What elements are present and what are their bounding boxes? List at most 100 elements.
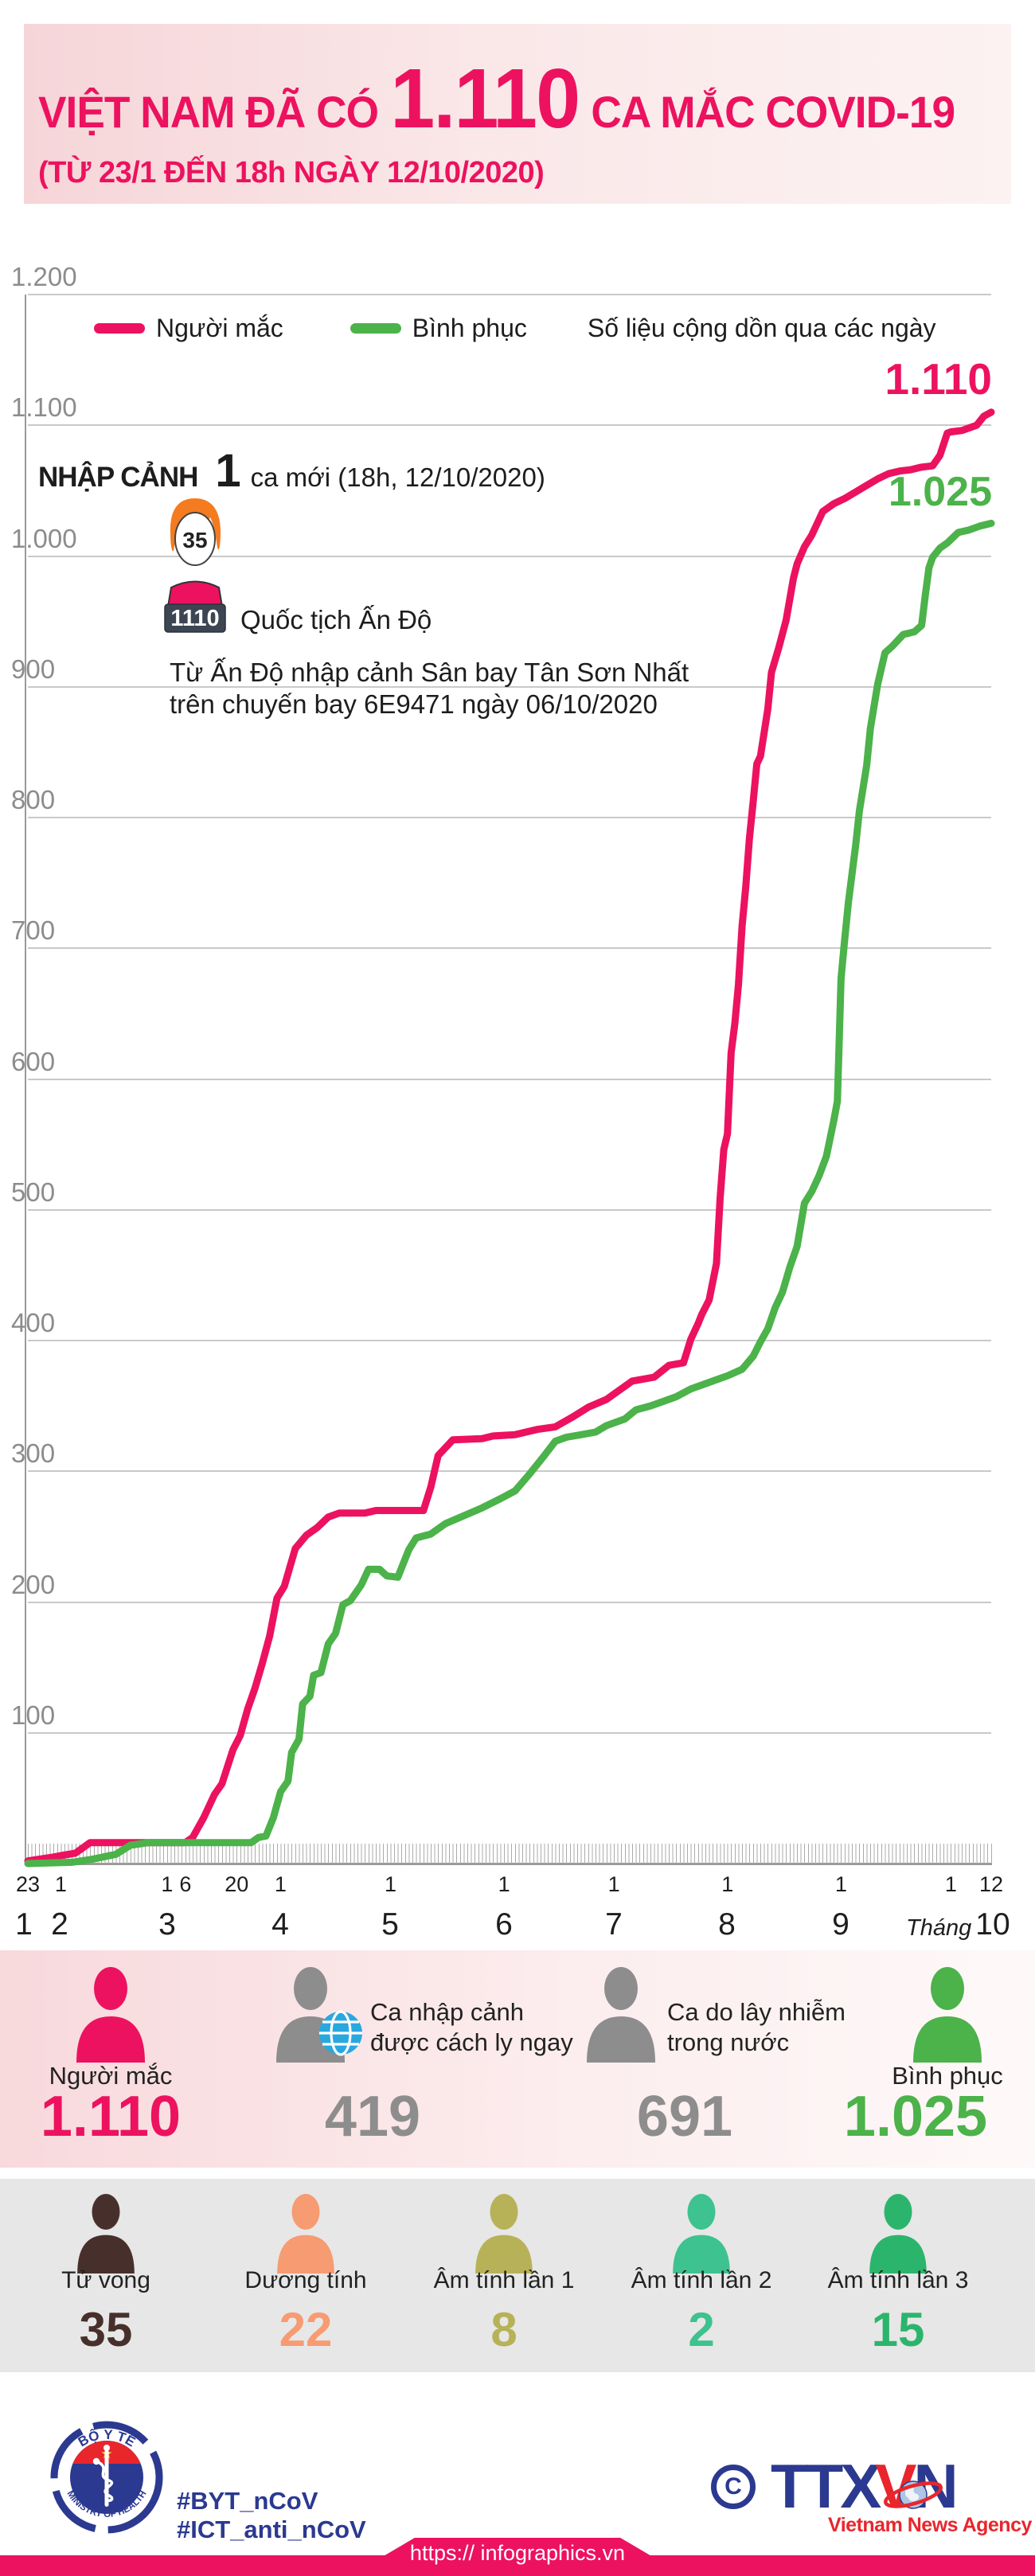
gridline — [28, 424, 991, 427]
legend-swatch-infected — [94, 323, 145, 334]
annotation-detail-2: trên chuyến bay 6E9471 ngày 06/10/2020 — [170, 689, 658, 719]
stat-recovered-label: Bình phục — [892, 2062, 1003, 2090]
annotation-new-count: 1 — [215, 445, 241, 497]
y-axis-tick-label: 800 — [11, 785, 56, 814]
header-band — [24, 24, 1011, 204]
x-axis-month-label: 9 — [832, 1907, 849, 1942]
stat-imported-label-2: được cách ly ngay — [370, 2028, 573, 2056]
x-axis-month-label: 3 — [158, 1907, 176, 1942]
page-title: VIỆT NAM ĐÃ CÓ 1.110 CA MẮC COVID-19 — [38, 51, 969, 147]
x-axis-day-label: 1 — [498, 1872, 510, 1896]
hashtag-byt: #BYT_nCoV — [177, 2487, 318, 2515]
x-axis-month-label: 5 — [381, 1907, 399, 1942]
x-axis-day-label: 12 — [978, 1872, 1004, 1896]
legend-label-infected: Người mắc — [156, 314, 283, 342]
status-person-icon — [471, 2194, 537, 2274]
y-axis-tick-label: 1.100 — [11, 392, 77, 423]
annotation-headline: NHẬP CẢNH 1 ca mới (18h, 12/10/2020) — [38, 444, 545, 498]
daily-tick-band — [28, 1844, 992, 1864]
infected-person-icon — [71, 1966, 150, 2063]
x-axis-day-label: 1 — [384, 1872, 396, 1896]
gridline — [28, 555, 991, 557]
legend-label-recovered: Bình phục — [412, 314, 527, 342]
ttxvn-globe-icon — [884, 2480, 943, 2509]
legend-swatch-recovered — [350, 323, 401, 334]
x-axis-month-label: 8 — [718, 1907, 736, 1942]
copyright-icon: C — [711, 2465, 756, 2509]
status-label: Dương tính — [244, 2267, 367, 2293]
page-subtitle: (TỪ 23/1 ĐẾN 18h NGÀY 12/10/2020) — [38, 156, 545, 189]
domestic-person-icon — [581, 1966, 661, 2063]
y-axis-line — [25, 295, 26, 1864]
gridline — [28, 817, 991, 818]
y-axis-tick-label: 100 — [11, 1700, 56, 1730]
patient-case-number: 1110 — [170, 606, 219, 631]
x-axis-month-label: 4 — [271, 1907, 289, 1942]
status-person-icon — [72, 2194, 139, 2274]
footer-url: https:// infographics.vn — [409, 2541, 626, 2565]
stat-domestic-value: 691 — [636, 2085, 733, 2149]
stat-domestic-label-2: trong nước — [667, 2028, 790, 2056]
globe-icon — [319, 2010, 362, 2056]
patient-nationality: Quốc tịch Ấn Độ — [240, 605, 432, 634]
recovered-person-icon — [908, 1966, 987, 2063]
y-axis-tick-label: 400 — [11, 1308, 56, 1337]
y-axis-tick-label: 300 — [11, 1438, 56, 1469]
chart-legend: Người mắc Bình phục Số liệu cộng dồn qua… — [94, 314, 936, 343]
status-value: 15 — [871, 2303, 925, 2356]
x-axis-unit-label: Tháng — [906, 1915, 972, 1941]
x-axis-day-label: 20 — [225, 1872, 249, 1896]
x-axis-day-label: 1 — [54, 1872, 67, 1896]
y-axis-tick-label: 500 — [11, 1177, 56, 1207]
patient-avatar-icon: 35 1110 — [164, 498, 226, 633]
infected-end-value: 1.110 — [885, 354, 992, 404]
status-label: Âm tính lần 3 — [827, 2267, 969, 2293]
y-axis-tick-label: 200 — [11, 1569, 56, 1599]
status-person-icon — [668, 2194, 735, 2274]
y-axis-tick-label: 700 — [11, 915, 56, 946]
gridline — [28, 294, 991, 295]
y-axis-tick-label: 900 — [11, 654, 56, 684]
x-axis-day-label: 1 — [161, 1872, 174, 1896]
stat-imported-label-1: Ca nhập cảnh — [370, 1998, 525, 2026]
annotation-detail-1: Từ Ấn Độ nhập cảnh Sân bay Tân Sơn Nhất — [170, 658, 689, 687]
title-prefix: VIỆT NAM ĐÃ CÓ — [38, 87, 379, 137]
status-label: Tử vong — [61, 2267, 150, 2293]
status-value: 2 — [688, 2303, 715, 2356]
x-axis-day-label: 1 — [274, 1872, 287, 1896]
status-label: Âm tính lần 2 — [631, 2267, 772, 2293]
footer-url-tab — [382, 2538, 653, 2557]
x-axis-day-label: 1 — [944, 1872, 957, 1896]
patient-age: 35 — [182, 528, 207, 552]
y-axis-tick-label: 600 — [11, 1046, 56, 1076]
x-axis-month-label: 1 — [15, 1907, 33, 1942]
status-value: 22 — [279, 2303, 333, 2356]
legend-note: Số liệu cộng dồn qua các ngày — [587, 314, 936, 342]
ttxvn-letters-blue: TTX — [771, 2451, 881, 2521]
y-axis-tick-label: 1.000 — [11, 523, 77, 553]
x-axis-month-label: 10 — [975, 1907, 1010, 1942]
gridline — [28, 685, 991, 688]
stat-infected-label: Người mắc — [49, 2062, 173, 2090]
x-axis-month-label: 2 — [51, 1907, 68, 1942]
x-axis-line — [25, 1863, 992, 1865]
hashtag-ict: #ICT_anti_nCoV — [177, 2516, 366, 2543]
status-value: 35 — [79, 2303, 133, 2356]
gridline — [28, 1731, 991, 1734]
series-line-người-mắc — [24, 408, 995, 1865]
annotation-new-text: ca mới (18h, 12/10/2020) — [250, 463, 545, 492]
stat-domestic-label-1: Ca do lây nhiễm — [667, 1998, 846, 2026]
stat-infected-value: 1.110 — [40, 2085, 182, 2149]
line-chart — [24, 408, 995, 1868]
x-axis-day-label: 1 — [721, 1872, 734, 1896]
gridline — [28, 1078, 991, 1080]
gridline — [28, 1601, 991, 1603]
gridline — [28, 1208, 991, 1211]
status-value: 8 — [490, 2303, 518, 2356]
status-person-icon — [865, 2194, 931, 2274]
primary-stats-band — [0, 1950, 1035, 2168]
annotation-heading: NHẬP CẢNH — [38, 462, 198, 493]
title-case-count: 1.110 — [390, 52, 580, 146]
series-line-bình-phục — [24, 519, 995, 1868]
